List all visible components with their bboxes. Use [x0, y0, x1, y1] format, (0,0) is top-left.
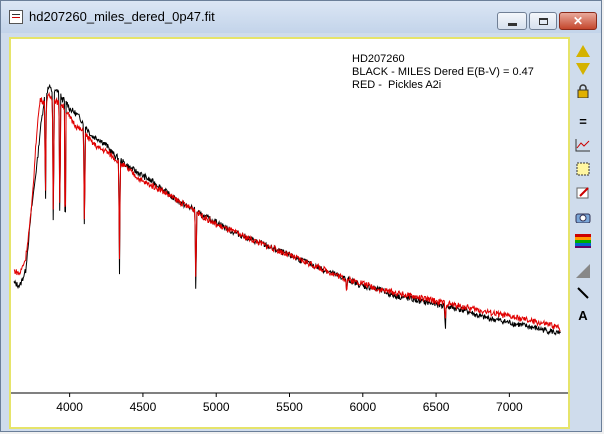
rainbow-icon[interactable] — [572, 231, 594, 251]
close-button[interactable] — [559, 12, 597, 30]
spectrum-chart[interactable]: 4000 4500 5000 5500 6000 6500 7000 — [11, 39, 568, 427]
red-spectrum-line — [13, 91, 561, 332]
line-icon[interactable] — [572, 283, 594, 303]
graph-icon[interactable] — [572, 135, 594, 155]
minimize-button[interactable] — [497, 12, 527, 30]
plot-frame — [9, 37, 570, 429]
close-icon — [560, 13, 596, 29]
x-ticks: 4000 4500 5000 5500 6000 6500 7000 — [56, 393, 523, 414]
x-tick-label: 4000 — [56, 400, 83, 414]
pen-icon[interactable] — [572, 183, 594, 203]
legend-line-1: HD207260 — [352, 53, 405, 65]
lock-icon[interactable] — [572, 81, 594, 101]
select-box-icon[interactable] — [572, 159, 594, 179]
maximize-icon — [530, 13, 556, 29]
black-spectrum-line — [13, 83, 561, 336]
text-icon[interactable]: A — [578, 307, 588, 323]
legend-line-3: RED - Pickles A2i — [352, 79, 442, 91]
x-tick-label: 6500 — [423, 400, 450, 414]
x-tick-label: 4500 — [130, 400, 157, 414]
title-bar[interactable]: hd207260_miles_dered_0p47.fit — [1, 1, 601, 33]
arrow-down-icon[interactable] — [572, 59, 594, 79]
equals-icon[interactable]: = — [579, 113, 587, 129]
arrow-up-icon[interactable] — [572, 41, 594, 61]
x-tick-label: 5500 — [276, 400, 303, 414]
x-tick-label: 7000 — [496, 400, 523, 414]
spectrum-app-icon — [9, 10, 23, 24]
maximize-button[interactable] — [529, 12, 557, 30]
x-tick-label: 5000 — [203, 400, 230, 414]
x-tick-label: 6000 — [349, 400, 376, 414]
right-toolbar: = A — [572, 37, 596, 429]
minimize-icon — [498, 13, 526, 29]
camera-icon[interactable] — [572, 207, 594, 227]
gradient-icon[interactable] — [572, 261, 594, 281]
chart-series — [13, 83, 561, 336]
legend-line-2: BLACK - MILES Dered E(B-V) = 0.47 — [352, 66, 534, 78]
chart-legend: HD207260 BLACK - MILES Dered E(B-V) = 0.… — [352, 53, 534, 92]
window-title: hd207260_miles_dered_0p47.fit — [29, 9, 215, 24]
